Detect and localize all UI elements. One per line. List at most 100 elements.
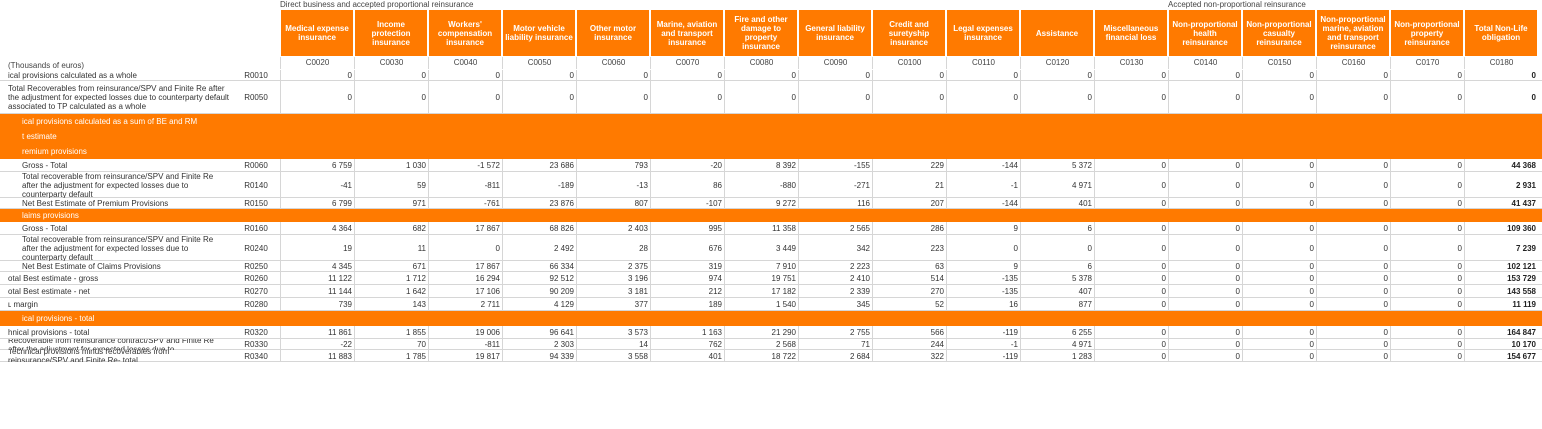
value-cell: 971	[354, 198, 428, 209]
column-code: C0150	[1242, 57, 1316, 69]
value-cell: 0	[1464, 81, 1538, 114]
column-code: C0130	[1094, 57, 1168, 69]
value-cell: 676	[650, 235, 724, 261]
column-code: C0030	[354, 57, 428, 69]
value-cell: 739	[280, 298, 354, 311]
value-cell: 44 368	[1464, 159, 1538, 172]
value-cell: 0	[1390, 298, 1464, 311]
value-cell: 0	[1168, 298, 1242, 311]
value-cell: 17 182	[724, 285, 798, 298]
value-cell: 4 971	[1020, 339, 1094, 350]
value-cell: 1 642	[354, 285, 428, 298]
value-cell: -1 572	[428, 159, 502, 172]
column-code: C0120	[1020, 57, 1094, 69]
value-cell: 0	[1094, 198, 1168, 209]
value-cell: 0	[1168, 81, 1242, 114]
value-cell: -144	[946, 198, 1020, 209]
value-cell: 0	[1168, 222, 1242, 235]
row-code: R0060	[244, 161, 268, 170]
column-code: C0060	[576, 57, 650, 69]
value-cell: 0	[1316, 261, 1390, 272]
value-cell: 143 558	[1464, 285, 1538, 298]
table-row: Net Best Estimate of Claims Provisions R0…	[0, 261, 1542, 272]
value-cell: 116	[798, 198, 872, 209]
value-cell: 63	[872, 261, 946, 272]
value-cell: 0	[1316, 298, 1390, 311]
value-cell: 14	[576, 339, 650, 350]
value-cell: 270	[872, 285, 946, 298]
value-cell: 807	[576, 198, 650, 209]
value-cell: 2 684	[798, 350, 872, 362]
value-cell: 23 876	[502, 198, 576, 209]
value-cell: 345	[798, 298, 872, 311]
value-cell: -189	[502, 172, 576, 198]
column-header: Motor vehicle liability insurance	[503, 10, 575, 56]
value-cell: 10 170	[1464, 339, 1538, 350]
value-cell: 0	[1168, 350, 1242, 362]
column-code-row: C0020 C0030 C0040 C0050 C0060 C0070 C0080 C0090…	[0, 57, 1542, 69]
section-label: remium provisions	[22, 147, 87, 156]
table-row: Recoverable from reinsurance contract/SP…	[0, 339, 1542, 350]
value-cell: 0	[280, 70, 354, 81]
value-cell: -20	[650, 159, 724, 172]
value-cell: 0	[1390, 339, 1464, 350]
column-header: General liability insurance	[799, 10, 871, 56]
value-cell: 0	[872, 70, 946, 81]
value-cell: 877	[1020, 298, 1094, 311]
value-cell: 0	[1094, 298, 1168, 311]
value-cell: -271	[798, 172, 872, 198]
column-header: Non-proportional property reinsurance	[1391, 10, 1463, 56]
column-header: Miscellaneous financial loss	[1095, 10, 1167, 56]
column-header: Legal expenses insurance	[947, 10, 1019, 56]
group-header-nonprop: Accepted non-proportional reinsurance	[1168, 0, 1306, 9]
value-cell: 23 686	[502, 159, 576, 172]
value-cell: 762	[650, 339, 724, 350]
value-cell: 995	[650, 222, 724, 235]
group-header-direct: Direct business and accepted proportiona…	[280, 0, 474, 9]
row-label: Recoverable from reinsurance contract/SP…	[8, 339, 214, 350]
value-cell: 0	[1094, 159, 1168, 172]
value-cell: 0	[1316, 272, 1390, 285]
value-cell: 3 558	[576, 350, 650, 362]
column-header: Non-proportional casualty reinsurance	[1243, 10, 1315, 56]
row-code: R0250	[244, 262, 268, 271]
row-label: Total recoverable from reinsurance/SPV a…	[22, 172, 214, 198]
row-code: R0340	[244, 351, 268, 361]
row-label: hnical provisions - total	[8, 328, 90, 337]
value-cell: 4 345	[280, 261, 354, 272]
column-header: Assistance	[1021, 10, 1093, 56]
value-cell: 2 403	[576, 222, 650, 235]
value-cell: 18 722	[724, 350, 798, 362]
value-cell: 1 712	[354, 272, 428, 285]
value-cell: 41 437	[1464, 198, 1538, 209]
value-cell: 212	[650, 285, 724, 298]
value-cell: 0	[1390, 159, 1464, 172]
value-cell: 19 817	[428, 350, 502, 362]
value-cell: 0	[1020, 81, 1094, 114]
value-cell: 66 334	[502, 261, 576, 272]
value-cell: 223	[872, 235, 946, 261]
value-cell: 0	[724, 70, 798, 81]
value-cell: 2 303	[502, 339, 576, 350]
column-code: C0160	[1316, 57, 1390, 69]
column-code: C0180	[1464, 57, 1538, 69]
value-cell: 3 449	[724, 235, 798, 261]
section-row: t estimate	[0, 129, 1542, 144]
value-cell: 0	[1390, 350, 1464, 362]
value-cell: 229	[872, 159, 946, 172]
row-label: Total Recoverables from reinsurance/SPV …	[8, 84, 230, 111]
value-cell: -155	[798, 159, 872, 172]
value-cell: 0	[280, 81, 354, 114]
table-row: Technical provisions minus recoverables …	[0, 350, 1542, 362]
row-label: Gross - Total	[22, 161, 68, 170]
value-cell: 86	[650, 172, 724, 198]
value-cell: 28	[576, 235, 650, 261]
value-cell: -22	[280, 339, 354, 350]
column-header: Medical expense insurance	[281, 10, 353, 56]
value-cell: 0	[1094, 235, 1168, 261]
column-code: C0040	[428, 57, 502, 69]
value-cell: 11	[354, 235, 428, 261]
value-cell: 2 492	[502, 235, 576, 261]
value-cell: 0	[1316, 159, 1390, 172]
value-cell: 0	[1316, 339, 1390, 350]
